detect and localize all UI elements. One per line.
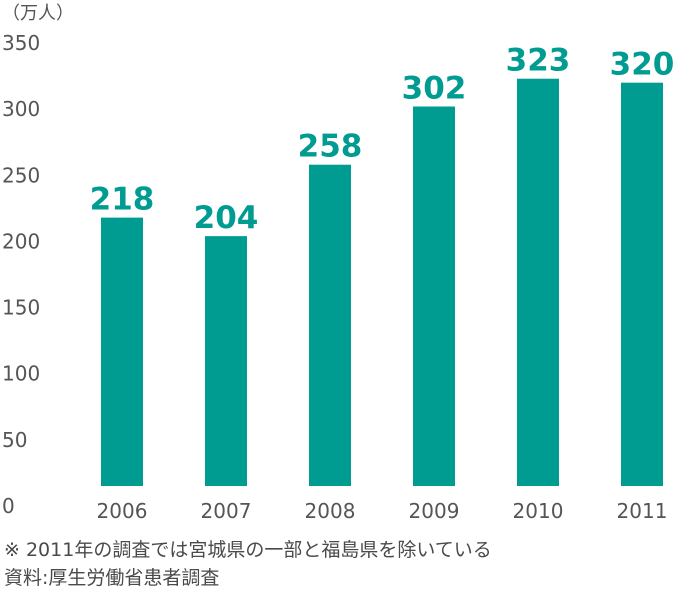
x-tick-label-2011: 2011 xyxy=(617,499,668,523)
x-axis-ticks: 2006 2007 2008 2009 2010 2011 xyxy=(97,499,668,523)
bar-2007 xyxy=(205,236,247,486)
x-tick-label-2007: 2007 xyxy=(201,499,252,523)
y-tick-label: 150 xyxy=(2,296,40,320)
x-tick-label-2006: 2006 xyxy=(97,499,148,523)
bar-chart: （万人） 0 50 100 150 200 250 300 350 218 204 258 302 3… xyxy=(2,3,675,523)
bar-2010 xyxy=(517,78,559,487)
bar-2011 xyxy=(621,82,663,486)
y-tick-label: 350 xyxy=(2,31,40,55)
y-tick-label: 50 xyxy=(2,428,27,452)
y-tick-label: 200 xyxy=(2,229,40,253)
source-note: 資料:厚生労働省患者調査 xyxy=(4,567,220,589)
y-tick-label: 300 xyxy=(2,97,40,121)
data-label-2011: 320 xyxy=(610,47,675,83)
bars xyxy=(101,78,663,487)
footnote: ※ 2011年の調査では宮城県の一部と福島県を除いている xyxy=(4,539,492,561)
y-axis-ticks: 0 50 100 150 200 250 300 350 xyxy=(2,31,40,518)
data-label-2006: 218 xyxy=(90,182,155,218)
y-tick-label: 250 xyxy=(2,163,40,187)
y-tick-label: 0 xyxy=(2,494,15,518)
x-tick-label-2010: 2010 xyxy=(513,499,564,523)
bar-2008 xyxy=(309,164,351,486)
chart-notes: ※ 2011年の調査では宮城県の一部と福島県を除いている 資料:厚生労働省患者調… xyxy=(4,536,492,592)
bar-2009 xyxy=(413,106,455,487)
x-tick-label-2009: 2009 xyxy=(409,499,460,523)
bar-2006 xyxy=(101,217,143,487)
y-tick-label: 100 xyxy=(2,362,40,386)
data-label-2010: 323 xyxy=(506,43,571,79)
data-labels: 218 204 258 302 323 320 xyxy=(90,43,675,236)
data-label-2008: 258 xyxy=(298,129,363,165)
data-label-2009: 302 xyxy=(402,70,467,106)
data-label-2007: 204 xyxy=(194,200,259,236)
x-tick-label-2008: 2008 xyxy=(305,499,356,523)
y-axis-unit-label: （万人） xyxy=(2,3,74,24)
